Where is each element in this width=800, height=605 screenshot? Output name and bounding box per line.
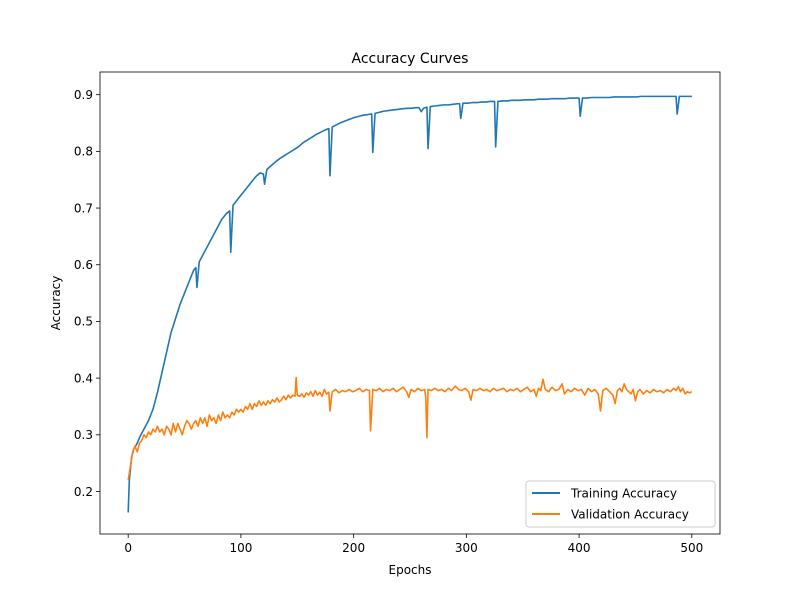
legend-label-validation: Validation Accuracy	[571, 508, 689, 522]
chart-title: Accuracy Curves	[352, 51, 469, 67]
y-tick-label: 0.5	[74, 315, 93, 329]
series-layer	[127, 95, 693, 513]
y-axis-label: Accuracy	[49, 276, 63, 331]
x-tick-label: 400	[568, 541, 591, 555]
y-tick-label: 0.9	[74, 88, 93, 102]
plot-frame	[99, 71, 721, 535]
y-tick-label: 0.7	[74, 201, 93, 215]
x-tick-label: 0	[124, 541, 132, 555]
y-tick-label: 0.3	[74, 428, 93, 442]
x-axis-label: Epochs	[389, 563, 432, 577]
x-tick-label: 300	[455, 541, 478, 555]
y-tick-label: 0.2	[74, 485, 93, 499]
y-tick-label: 0.8	[74, 145, 93, 159]
y-tick-label: 0.6	[74, 258, 93, 272]
x-tick-label: 500	[680, 541, 703, 555]
x-tick-label: 200	[342, 541, 365, 555]
legend-label-training: Training Accuracy	[570, 487, 677, 501]
y-axis-ticks: 0.2 0.3 0.4 0.5 0.6 0.7 0.8 0.9	[74, 88, 100, 499]
legend-box	[525, 480, 716, 528]
legend: Training Accuracy Validation Accuracy	[525, 480, 716, 528]
y-tick-label: 0.4	[74, 371, 93, 385]
series-line-training-accuracy	[127, 95, 692, 513]
x-axis-ticks: 0 100 200 300 400 500	[124, 534, 703, 555]
series-line-validation-accuracy	[127, 376, 693, 481]
x-tick-label: 100	[229, 541, 252, 555]
